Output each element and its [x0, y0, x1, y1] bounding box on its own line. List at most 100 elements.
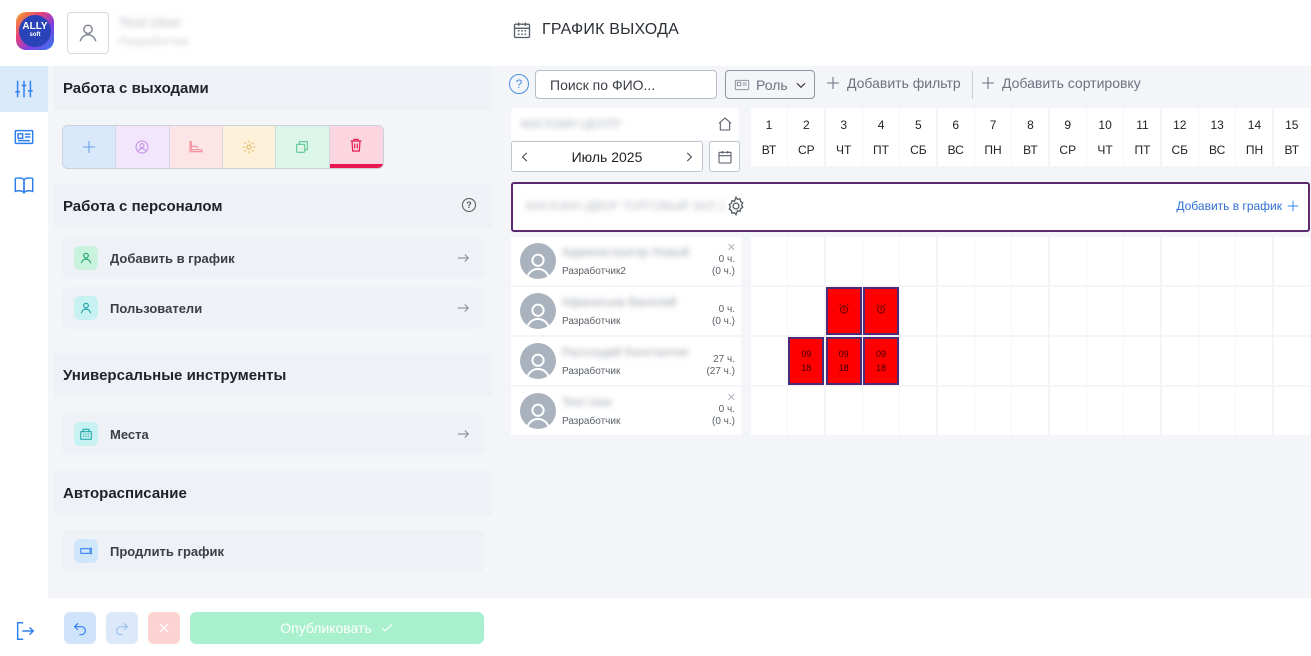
schedule-cell[interactable]	[1199, 237, 1236, 285]
chevron-right-icon[interactable]	[682, 150, 696, 164]
schedule-cell[interactable]	[1012, 337, 1049, 385]
publish-button[interactable]: Опубликовать	[190, 612, 484, 644]
schedule-cell[interactable]	[975, 387, 1012, 435]
schedule-cell[interactable]	[1012, 237, 1049, 285]
employee-card[interactable]: Рассохдий Константин Разработчик 27 ч. (27 …	[511, 337, 741, 385]
org-selector[interactable]: МАГАЗИН ЦЕНТР	[511, 108, 739, 140]
schedule-cell[interactable]	[1087, 337, 1124, 385]
schedule-cell[interactable]	[1236, 387, 1273, 435]
add-to-schedule-item[interactable]: Добавить в график	[62, 237, 484, 279]
schedule-cell[interactable]	[1161, 387, 1198, 435]
schedule-cell[interactable]	[1012, 387, 1049, 435]
settings-button[interactable]	[222, 126, 277, 168]
schedule-cell[interactable]	[1199, 387, 1236, 435]
rail-cards[interactable]	[0, 114, 48, 160]
schedule-cell[interactable]	[1161, 337, 1198, 385]
schedule-cell[interactable]	[1124, 287, 1161, 335]
home-icon[interactable]	[717, 116, 733, 132]
schedule-cell[interactable]	[975, 287, 1012, 335]
schedule-cell[interactable]	[1124, 237, 1161, 285]
copy-button[interactable]	[276, 126, 330, 168]
shift-cell[interactable]: 09 18	[863, 337, 900, 385]
schedule-cell[interactable]	[1273, 337, 1310, 385]
schedule-cell[interactable]	[1236, 287, 1273, 335]
schedule-cell[interactable]	[751, 237, 787, 285]
vacation-button[interactable]	[169, 126, 223, 168]
staff-help-icon[interactable]: ?	[462, 198, 476, 212]
schedule-cell[interactable]	[1161, 237, 1198, 285]
schedule-cell[interactable]	[937, 387, 974, 435]
schedule-cell[interactable]	[1012, 287, 1049, 335]
employee-card[interactable]: Афанасьев Василий Разработчик 0 ч. (0 ч.)	[511, 287, 741, 335]
app-logo[interactable]: ALLY soft	[16, 12, 54, 50]
schedule-cell[interactable]	[751, 287, 787, 335]
role-filter[interactable]: Роль	[725, 70, 815, 99]
schedule-cell[interactable]	[1049, 287, 1086, 335]
shift-cell[interactable]: 09 18	[788, 337, 825, 385]
add-filter-button[interactable]: Добавить фильтр	[825, 75, 961, 91]
add-sort-button[interactable]: Добавить сортировку	[980, 75, 1141, 91]
employee-card[interactable]: Test User Разработчик 0 ч. (0 ч.) ✕	[511, 387, 741, 435]
gear-icon[interactable]	[725, 195, 747, 217]
shift-cell[interactable]	[863, 287, 900, 335]
schedule-cell[interactable]	[975, 337, 1012, 385]
schedule-cell[interactable]	[751, 387, 787, 435]
schedule-cell[interactable]	[751, 337, 787, 385]
schedule-cell[interactable]	[900, 287, 937, 335]
schedule-cell[interactable]	[937, 287, 974, 335]
schedule-cell[interactable]	[1273, 387, 1310, 435]
assign-users-button[interactable]	[116, 126, 170, 168]
schedule-cell[interactable]	[1087, 387, 1124, 435]
schedule-cell[interactable]	[863, 387, 900, 435]
search-input[interactable]	[535, 70, 717, 99]
rail-docs[interactable]	[0, 162, 48, 208]
shift-cell[interactable]	[825, 287, 862, 335]
schedule-cell[interactable]	[1124, 387, 1161, 435]
rail-schedule-tools[interactable]	[0, 66, 48, 112]
user-avatar[interactable]	[67, 12, 109, 54]
redo-button[interactable]	[106, 612, 138, 644]
schedule-cell[interactable]	[937, 337, 974, 385]
schedule-cell[interactable]	[1273, 287, 1310, 335]
remove-employee-icon[interactable]: ✕	[726, 392, 736, 404]
extend-schedule-item[interactable]: Продлить график	[62, 530, 484, 572]
schedule-cell[interactable]	[1049, 237, 1086, 285]
month-label[interactable]: Июль 2025	[571, 148, 643, 165]
schedule-cell[interactable]	[1199, 287, 1236, 335]
schedule-cell[interactable]	[900, 337, 937, 385]
schedule-cell[interactable]	[1087, 287, 1124, 335]
schedule-cell[interactable]	[1049, 337, 1086, 385]
help-icon[interactable]: ?	[509, 74, 529, 94]
schedule-cell[interactable]	[975, 237, 1012, 285]
employee-card[interactable]: Администратор Новый Разработчик2 0 ч. (0 ч.…	[511, 237, 741, 285]
add-shift-button[interactable]	[63, 126, 117, 168]
schedule-cell[interactable]	[788, 287, 825, 335]
schedule-cell[interactable]	[937, 237, 974, 285]
schedule-cell[interactable]	[1199, 337, 1236, 385]
schedule-cell[interactable]	[825, 387, 862, 435]
schedule-cell[interactable]	[1049, 387, 1086, 435]
logout-button[interactable]	[14, 620, 36, 647]
schedule-cell[interactable]	[1124, 337, 1161, 385]
schedule-cell[interactable]	[1087, 237, 1124, 285]
calendar-picker-button[interactable]	[709, 141, 740, 172]
schedule-cell[interactable]	[788, 387, 825, 435]
users-item[interactable]: Пользователи	[62, 287, 484, 329]
undo-button[interactable]	[64, 612, 96, 644]
schedule-cell[interactable]	[900, 387, 937, 435]
schedule-cell[interactable]	[1161, 287, 1198, 335]
schedule-cell[interactable]	[788, 237, 825, 285]
schedule-cell[interactable]	[1273, 237, 1310, 285]
remove-employee-icon[interactable]: ✕	[726, 242, 736, 254]
delete-button[interactable]	[329, 126, 383, 168]
cancel-button[interactable]	[148, 612, 180, 644]
add-to-schedule-link[interactable]: Добавить в график	[1176, 199, 1300, 213]
places-item[interactable]: Места	[62, 413, 484, 455]
schedule-cell[interactable]	[900, 237, 937, 285]
chevron-left-icon[interactable]	[518, 150, 532, 164]
schedule-cell[interactable]	[825, 237, 862, 285]
schedule-cell[interactable]	[863, 237, 900, 285]
schedule-cell[interactable]	[1236, 237, 1273, 285]
schedule-cell[interactable]	[1236, 337, 1273, 385]
shift-cell[interactable]: 09 18	[825, 337, 862, 385]
